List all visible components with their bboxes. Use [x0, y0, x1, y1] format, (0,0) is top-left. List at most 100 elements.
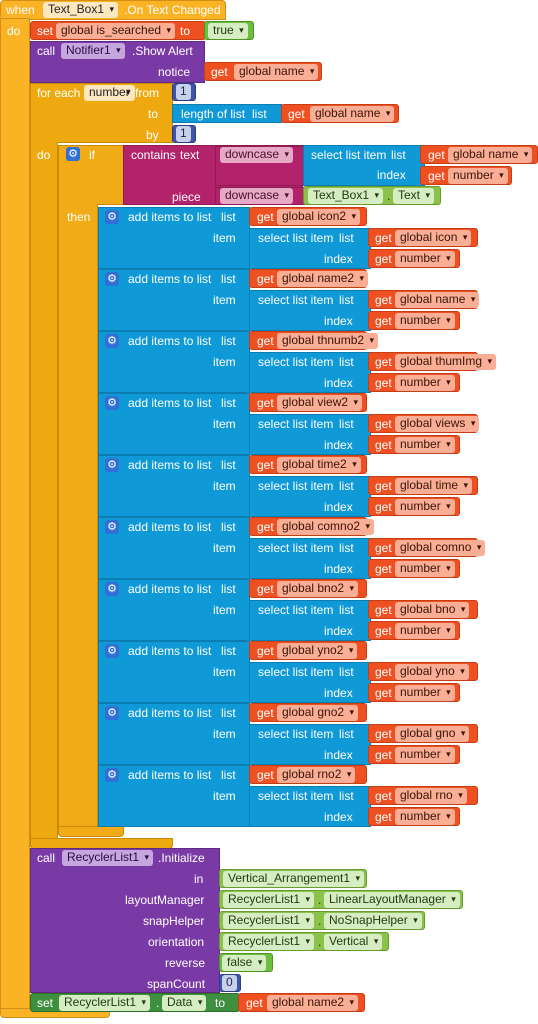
data-property-dropdown[interactable]: Data: [162, 995, 207, 1011]
index-var-dropdown[interactable]: number: [395, 685, 455, 701]
get-label: get: [257, 396, 274, 410]
show-alert-label: .Show Alert: [132, 44, 193, 58]
true-dropdown[interactable]: true: [208, 23, 248, 39]
sh-component-dropdown[interactable]: RecyclerList1: [223, 913, 315, 929]
source-list-dropdown[interactable]: global views: [395, 416, 480, 432]
target-list-dropdown[interactable]: global name2: [277, 271, 369, 287]
or-component-dropdown[interactable]: RecyclerList1: [223, 934, 315, 950]
add-items-to-list-block[interactable]: [98, 393, 250, 455]
in-component-dropdown[interactable]: Vertical_Arrangement1: [223, 871, 365, 887]
target-list-dropdown[interactable]: global view2: [277, 395, 363, 411]
target-list-dropdown[interactable]: global thnumb2: [277, 333, 379, 349]
select-list-item-block[interactable]: [249, 414, 371, 455]
downcase-dropdown-2[interactable]: downcase: [220, 188, 294, 204]
get-var-dropdown[interactable]: global name: [234, 64, 319, 80]
index-var-dropdown[interactable]: number: [395, 499, 455, 515]
add-items-to-list-block[interactable]: [98, 703, 250, 765]
add-items-to-list-block[interactable]: [98, 517, 250, 579]
add-items-mutator-gear-icon[interactable]: ⚙: [105, 210, 119, 224]
snap-helper-label: snapHelper: [143, 914, 205, 928]
source-list-dropdown[interactable]: global thumImg: [395, 354, 497, 370]
source-list-dropdown[interactable]: global bno: [395, 602, 470, 618]
get-var-dropdown[interactable]: number: [448, 168, 508, 184]
add-items-mutator-gear-icon[interactable]: ⚙: [105, 272, 119, 286]
target-list-dropdown[interactable]: global icon2: [277, 209, 361, 225]
orientation-label: orientation: [148, 935, 205, 949]
add-items-mutator-gear-icon[interactable]: ⚙: [105, 334, 119, 348]
source-list-dropdown[interactable]: global time: [395, 478, 473, 494]
index-var-dropdown[interactable]: number: [395, 251, 455, 267]
target-list-dropdown[interactable]: global rno2: [277, 767, 356, 783]
index-var-dropdown[interactable]: number: [395, 313, 455, 329]
add-items-mutator-gear-icon[interactable]: ⚙: [105, 520, 119, 534]
source-list-dropdown[interactable]: global rno: [395, 788, 467, 804]
add-items-to-list-block[interactable]: [98, 331, 250, 393]
index-var-dropdown[interactable]: number: [395, 747, 455, 763]
target-list-dropdown[interactable]: global comno2: [277, 519, 375, 535]
or-value-dropdown[interactable]: Vertical: [324, 934, 383, 950]
list-label: list: [221, 334, 236, 348]
if-mutator-gear-icon[interactable]: ⚙: [66, 147, 80, 161]
event-component-dropdown[interactable]: Text_Box1: [43, 2, 119, 18]
select-list-item-block[interactable]: [303, 145, 425, 186]
from-value[interactable]: 1: [176, 84, 191, 100]
data-component-dropdown[interactable]: RecyclerList1: [59, 995, 151, 1011]
target-list-dropdown[interactable]: global bno2: [277, 581, 359, 597]
recycler-component-dropdown[interactable]: RecyclerList1: [62, 850, 154, 866]
add-items-to-list-block[interactable]: [98, 455, 250, 517]
add-items-to-list-block[interactable]: [98, 207, 250, 269]
select-list-item-block[interactable]: [249, 600, 371, 641]
index-var-dropdown[interactable]: number: [395, 561, 455, 577]
source-list-dropdown[interactable]: global comno: [395, 540, 486, 556]
downcase-dropdown-1[interactable]: downcase: [220, 147, 294, 163]
target-list-dropdown[interactable]: global time2: [277, 457, 361, 473]
span-count-value[interactable]: 0: [222, 975, 237, 991]
list-label: list: [391, 148, 406, 162]
add-items-mutator-gear-icon[interactable]: ⚙: [105, 768, 119, 782]
source-list-dropdown[interactable]: global yno: [395, 664, 469, 680]
index-var-dropdown[interactable]: number: [395, 809, 455, 825]
item-label: item: [213, 727, 236, 741]
select-list-item-block[interactable]: [249, 352, 371, 393]
textbox-component-dropdown[interactable]: Text_Box1: [308, 188, 384, 204]
loop-var-dropdown[interactable]: number: [84, 85, 135, 101]
by-value[interactable]: 1: [176, 126, 191, 142]
add-items-mutator-gear-icon[interactable]: ⚙: [105, 706, 119, 720]
add-items-to-list-block[interactable]: [98, 641, 250, 703]
select-list-item-block[interactable]: [249, 662, 371, 703]
source-list-dropdown[interactable]: global name: [395, 292, 480, 308]
index-var-dropdown[interactable]: number: [395, 623, 455, 639]
get-var-dropdown[interactable]: global name2: [267, 995, 359, 1011]
lm-component-dropdown[interactable]: RecyclerList1: [223, 892, 315, 908]
add-items-mutator-gear-icon[interactable]: ⚙: [105, 458, 119, 472]
source-list-dropdown[interactable]: global gno: [395, 726, 470, 742]
select-list-item-block[interactable]: [249, 538, 371, 579]
add-items-mutator-gear-icon[interactable]: ⚙: [105, 644, 119, 658]
get-label: get: [375, 417, 392, 431]
index-var-dropdown[interactable]: number: [395, 437, 455, 453]
textbox-property-dropdown[interactable]: Text: [393, 188, 435, 204]
add-items-mutator-gear-icon[interactable]: ⚙: [105, 396, 119, 410]
select-list-item-block[interactable]: [249, 476, 371, 517]
select-list-item-block[interactable]: [249, 724, 371, 765]
select-list-item-block[interactable]: [249, 290, 371, 331]
lm-value-dropdown[interactable]: LinearLayoutManager: [324, 892, 460, 908]
get-var-dropdown[interactable]: global name: [448, 147, 533, 163]
add-items-to-list-block[interactable]: [98, 269, 250, 331]
select-list-item-block[interactable]: [249, 786, 371, 827]
select-list-item-block[interactable]: [249, 228, 371, 269]
list-var-dropdown[interactable]: global name: [310, 106, 395, 122]
set-var-dropdown[interactable]: global is_searched: [56, 23, 176, 39]
add-items-to-list-block[interactable]: [98, 765, 250, 827]
call-label: call: [37, 851, 56, 865]
target-list-dropdown[interactable]: global yno2: [277, 643, 358, 659]
target-list-dropdown[interactable]: global gno2: [277, 705, 359, 721]
notifier-component-dropdown[interactable]: Notifier1: [61, 43, 125, 59]
false-dropdown[interactable]: false: [222, 955, 267, 971]
source-list-dropdown[interactable]: global icon: [395, 230, 472, 246]
list-label: list: [339, 541, 354, 555]
index-label: index: [324, 562, 353, 576]
index-var-dropdown[interactable]: number: [395, 375, 455, 391]
add-items-mutator-gear-icon[interactable]: ⚙: [105, 582, 119, 596]
sh-value-dropdown[interactable]: NoSnapHelper: [324, 913, 422, 929]
